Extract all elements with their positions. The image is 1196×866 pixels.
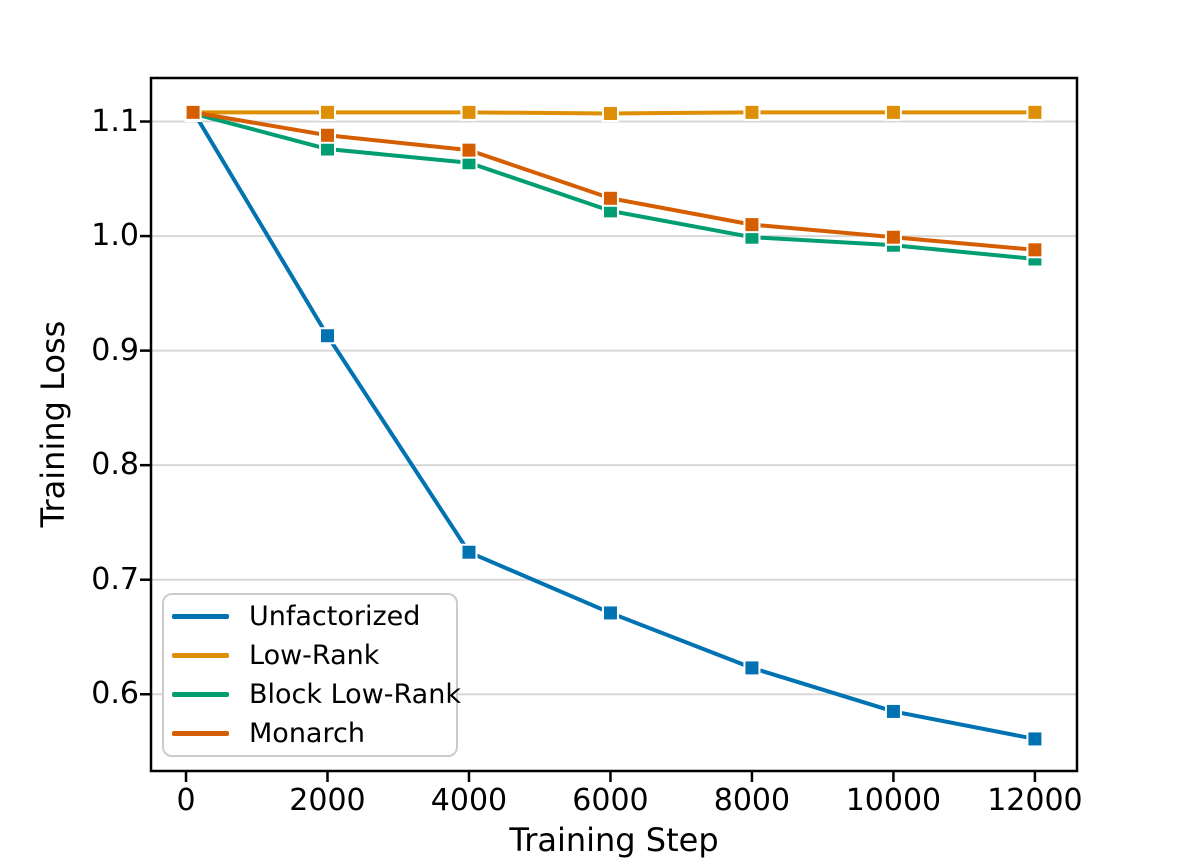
x-tick-label: 4000 (430, 783, 508, 818)
data-point-marker (460, 103, 478, 121)
data-point-marker (884, 702, 902, 720)
legend-line-swatch (172, 731, 229, 736)
x-tick-label: 2000 (289, 783, 366, 818)
legend-item: Block Low-Rank (172, 675, 461, 714)
data-point-marker (601, 604, 619, 622)
data-point-marker (743, 216, 761, 234)
data-point-marker (460, 141, 478, 159)
data-point-marker (601, 189, 619, 207)
y-tick-label: 0.6 (91, 676, 139, 712)
data-point-marker (1026, 103, 1044, 121)
y-tick-label: 0.9 (91, 332, 139, 368)
x-tick-label: 6000 (572, 783, 649, 818)
legend-item: Low-Rank (172, 636, 456, 675)
data-point-marker (601, 105, 619, 123)
data-point-marker (743, 103, 761, 121)
legend: Unfactorized Low-Rank Block Low-Rank Monarc… (162, 593, 461, 757)
data-point-marker (743, 659, 761, 677)
y-tick-label: 0.7 (91, 561, 139, 597)
data-point-marker (884, 103, 902, 121)
axes-spines (149, 76, 1079, 773)
data-point-marker (184, 103, 202, 121)
data-point-marker (318, 327, 336, 345)
legend-item-label: Low-Rank (249, 640, 380, 671)
legend-line-swatch (172, 614, 229, 619)
legend-line-swatch (172, 653, 229, 658)
x-tick-label: 10000 (845, 783, 942, 818)
y-tick-label: 1.1 (91, 103, 139, 139)
legend-item-label: Unfactorized (249, 601, 421, 632)
x-tick-label: 8000 (713, 783, 791, 818)
data-point-marker (318, 126, 336, 144)
legend-item: Monarch (172, 714, 456, 753)
data-point-marker (1026, 241, 1044, 259)
legend-item-label: Block Low-Rank (249, 679, 461, 710)
y-tick-label: 1.0 (91, 218, 139, 254)
data-point-marker (460, 543, 478, 561)
data-point-marker (318, 103, 336, 121)
x-axis-label: Training Step (509, 821, 719, 859)
data-point-marker (884, 228, 902, 246)
x-tick-label: 0 (176, 783, 196, 818)
x-tick-label: 12000 (987, 783, 1083, 818)
legend-item: Unfactorized (172, 597, 456, 636)
y-tick-label: 0.8 (91, 447, 139, 483)
data-point-marker (1026, 730, 1044, 748)
legend-line-swatch (172, 692, 229, 697)
legend-item-label: Monarch (249, 718, 365, 749)
